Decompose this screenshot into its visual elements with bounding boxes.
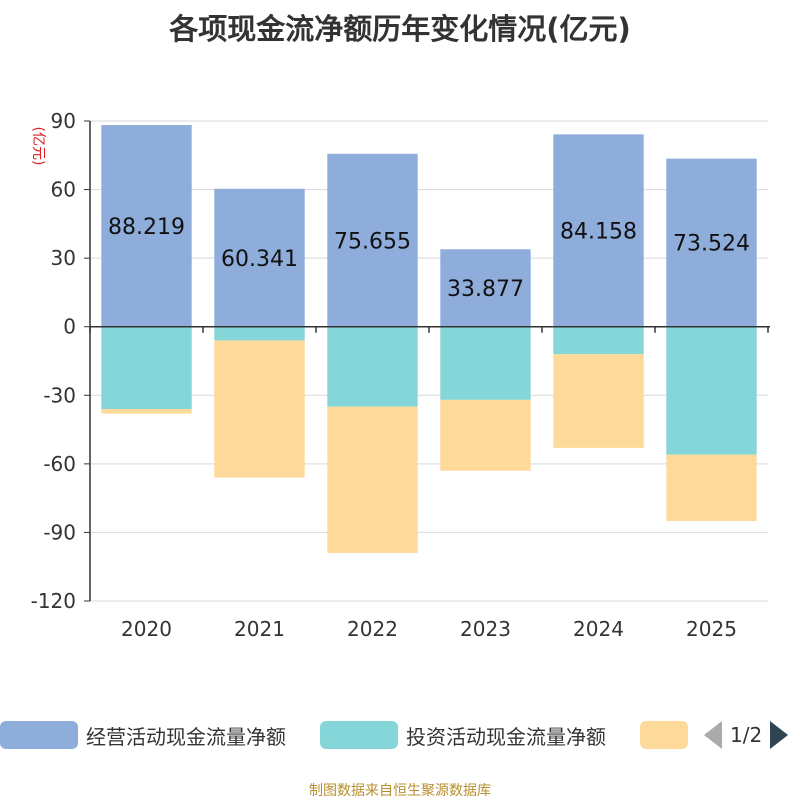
y-axis-title: (亿元): [30, 127, 46, 166]
data-label-2024: 84.158: [560, 220, 637, 245]
legend-pager: 1/2: [704, 720, 789, 750]
y-tick-label: 0: [63, 315, 76, 339]
legend-page-indicator: 1/2: [730, 723, 763, 747]
y-tick-label: 30: [51, 246, 76, 270]
legend-label-investing: 投资活动现金流量净额: [406, 724, 606, 749]
y-tick-label: -90: [43, 520, 76, 544]
data-label-2021: 60.341: [221, 247, 298, 272]
bar-2020-series-1: [101, 326, 192, 409]
data-label-2025: 73.524: [673, 232, 750, 257]
data-label-2023: 33.877: [447, 277, 524, 302]
grid-lines: [90, 120, 768, 602]
legend-item-operating[interactable]: 经营活动现金流量净额: [0, 720, 286, 750]
chart-title: 各项现金流净额历年变化情况(亿元): [169, 12, 631, 46]
bar-2023-series-2: [440, 399, 531, 471]
bar-2020-series-0: [101, 125, 192, 327]
legend-swatch-third: [640, 721, 688, 749]
x-tick-label-2021: 2021: [234, 617, 285, 641]
bar-2022-series-2: [327, 406, 418, 553]
bar-2023-series-1: [440, 326, 531, 400]
data-label-2020: 88.219: [108, 215, 185, 240]
y-tick-label: -30: [43, 383, 76, 407]
bar-2023-series-0: [440, 249, 531, 327]
legend-item-investing[interactable]: 投资活动现金流量净额: [320, 720, 606, 750]
y-tick-label: 60: [51, 178, 76, 202]
bar-2022-series-1: [327, 326, 418, 407]
legend-prev-arrow-icon[interactable]: [704, 721, 722, 749]
data-source-note: 制图数据来自恒生聚源数据库: [309, 783, 491, 799]
bar-2021-series-2: [214, 340, 305, 478]
x-tick-label-2025: 2025: [686, 617, 737, 641]
bar-2021-series-1: [214, 326, 305, 341]
y-tick-label: -120: [31, 589, 76, 613]
x-tick-label-2024: 2024: [573, 617, 624, 641]
legend-swatch-operating: [0, 721, 78, 749]
bar-2024-series-2: [553, 354, 644, 448]
y-tick-label: -60: [43, 452, 76, 476]
x-tick-label-2022: 2022: [347, 617, 398, 641]
data-labels: 88.219 60.341 75.655 33.877 84.158 73.524: [108, 215, 750, 302]
y-tick-label: 90: [51, 109, 76, 133]
data-label-2022: 75.655: [334, 229, 411, 254]
legend-next-arrow-icon[interactable]: [770, 721, 789, 749]
bar-2020-series-2: [101, 409, 192, 414]
legend-item-third[interactable]: [640, 720, 688, 750]
x-tick-label-2023: 2023: [460, 617, 511, 641]
axes: 90 60 30 0 -30 -60 -90 -120 (亿元) 2020 2021 2022 2023…: [30, 109, 770, 641]
legend-swatch-investing: [320, 721, 398, 749]
bar-2024-series-0: [553, 134, 644, 327]
bar-2021-series-0: [214, 188, 305, 327]
x-tick-label-2020: 2020: [121, 617, 172, 641]
bar-2025-series-0: [666, 158, 757, 327]
legend-label-operating: 经营活动现金流量净额: [86, 724, 286, 749]
bar-2025-series-2: [666, 454, 757, 521]
bar-2022-series-0: [327, 153, 418, 327]
bar-2025-series-1: [666, 326, 757, 455]
bars: [101, 125, 757, 553]
bar-2024-series-1: [553, 326, 644, 355]
